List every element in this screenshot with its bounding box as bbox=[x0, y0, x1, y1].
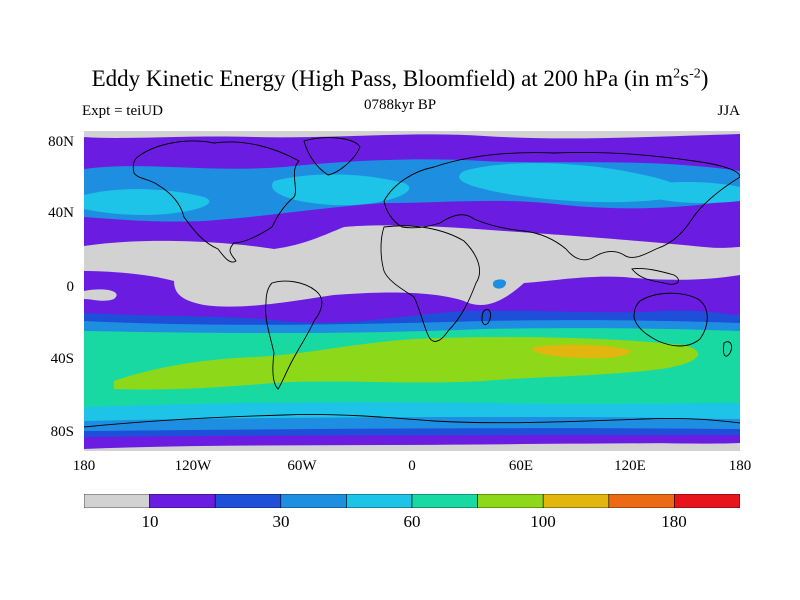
colorbar-swatch-6 bbox=[477, 494, 544, 508]
lon-tick-0: 0 bbox=[408, 458, 416, 474]
greenland-coast bbox=[303, 137, 361, 176]
nh-cyan-east-asia bbox=[644, 181, 740, 203]
colorbar-label-100: 100 bbox=[530, 512, 556, 531]
lon-tick-60w: 60W bbox=[287, 458, 317, 474]
colorbar-swatch-7 bbox=[542, 494, 610, 508]
colorbar-swatch-1 bbox=[149, 494, 216, 508]
antarctica-coast bbox=[84, 414, 740, 428]
equatorial-gray-patch bbox=[84, 289, 117, 301]
experiment-label: Expt = teiUD bbox=[82, 103, 163, 119]
lat-tick-80s: 80S bbox=[50, 424, 74, 440]
new-zealand-coast bbox=[723, 341, 733, 357]
australia-coast bbox=[633, 292, 708, 347]
colorbar-swatch-8 bbox=[608, 494, 675, 508]
colorbar-swatch-0 bbox=[84, 494, 150, 508]
madagascar-coast bbox=[481, 308, 491, 326]
colorbar-label-10: 10 bbox=[141, 512, 159, 531]
lon-tick-180w: 180 bbox=[72, 458, 96, 474]
nh-cyan-north-atlantic bbox=[272, 174, 410, 206]
coastlines bbox=[84, 137, 740, 428]
colorbar-swatch-3 bbox=[280, 494, 347, 508]
map-title: Eddy Kinetic Energy (High Pass, Bloomfie… bbox=[91, 66, 709, 91]
map-subtitle: 0788kyr BP bbox=[363, 97, 437, 113]
colorbar-swatch-4 bbox=[346, 494, 413, 508]
colorbar-label-30: 30 bbox=[272, 512, 290, 531]
lon-tick-180e: 180 bbox=[728, 458, 752, 474]
nh-cyan-eurasia bbox=[459, 163, 682, 203]
colorbar-swatch-2 bbox=[214, 494, 282, 508]
lat-tick-0: 0 bbox=[66, 279, 75, 295]
lon-tick-120w: 120W bbox=[174, 458, 212, 474]
lat-tick-80n: 80N bbox=[48, 134, 74, 150]
lon-tick-120e: 120E bbox=[614, 458, 646, 474]
lat-tick-40s: 40S bbox=[50, 351, 74, 367]
eurasia-coast bbox=[383, 152, 740, 261]
sh-orange-core bbox=[533, 344, 632, 359]
tropical-gray-band bbox=[84, 225, 740, 307]
colorbar-label-60: 60 bbox=[403, 512, 421, 531]
colorbar-swatch-9 bbox=[674, 494, 740, 508]
colorbar-swatch-5 bbox=[411, 494, 478, 508]
arctic-gray-band bbox=[84, 131, 740, 139]
lat-tick-40n: 40N bbox=[48, 205, 74, 221]
sh-midblue-outer bbox=[84, 417, 740, 431]
sh-violet-outer bbox=[84, 435, 740, 445]
colorbar bbox=[84, 494, 740, 508]
africa-coast bbox=[380, 225, 480, 342]
indonesia-coast bbox=[631, 268, 679, 285]
colorbar-label-180: 180 bbox=[661, 512, 687, 531]
equatorial-blue-patch bbox=[492, 279, 507, 289]
eke-contour-map bbox=[84, 131, 740, 451]
south-america-coast bbox=[265, 280, 323, 390]
lon-tick-60e: 60E bbox=[508, 458, 534, 474]
season-label: JJA bbox=[717, 103, 740, 119]
north-america-coast bbox=[132, 140, 300, 263]
nh-cyan-north-pacific bbox=[84, 189, 210, 215]
antarctic-gray-band bbox=[84, 442, 740, 451]
